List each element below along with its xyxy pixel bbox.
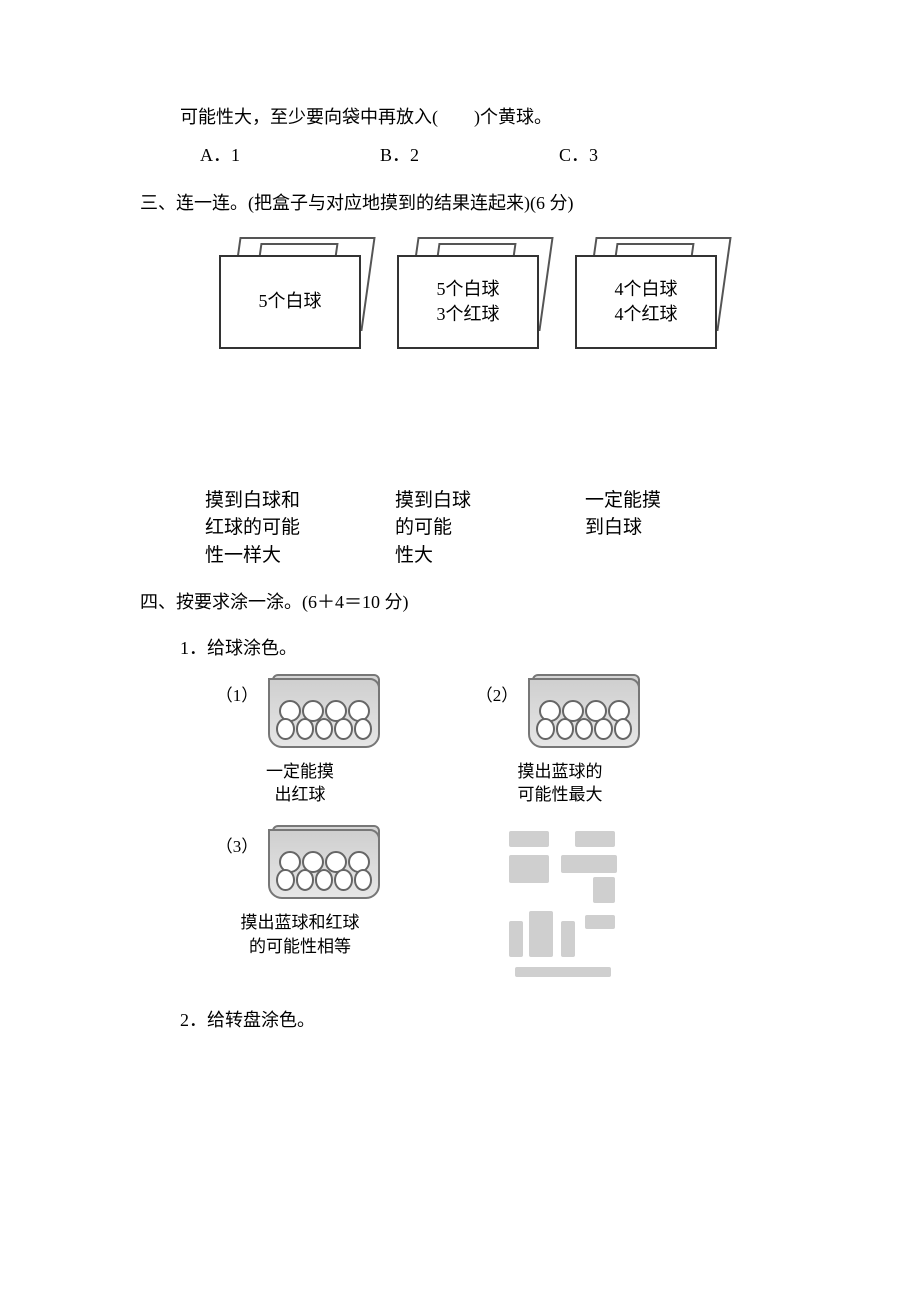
- watermark-block: [430, 825, 690, 985]
- result-2-l1: 摸到白球: [395, 487, 545, 515]
- box-1-line-1: 5个白球: [259, 289, 322, 313]
- results-row: 摸到白球和 红球的可能 性一样大 摸到白球 的可能 性大 一定能摸 到白球: [140, 487, 800, 570]
- section-3-title: 三、连一连。(把盒子与对应地摸到的结果连起来)(6 分): [140, 186, 800, 220]
- bag-1: [264, 674, 384, 752]
- result-3: 一定能摸 到白球: [585, 487, 735, 570]
- options-row: A．1 B．2 C．3: [200, 138, 800, 172]
- box-1: 5个白球: [217, 237, 367, 347]
- q4-2: 2．给转盘涂色。: [180, 1003, 800, 1037]
- result-2-l3: 性大: [395, 542, 545, 570]
- cap-2-l1: 摸出蓝球的: [518, 760, 603, 784]
- option-c: C．3: [559, 138, 598, 172]
- bag-3: [264, 825, 384, 903]
- subitems-wrap: （1） 一定能摸 出红球 （2）: [170, 674, 800, 1004]
- boxes-row: 5个白球 5个白球 3个红球 4个白球 4个红球: [140, 237, 800, 347]
- watermark-icon: [499, 825, 629, 985]
- result-2: 摸到白球 的可能 性大: [395, 487, 545, 570]
- subnum-1: （1）: [216, 680, 259, 712]
- bag-2: [524, 674, 644, 752]
- cap-3-l2: 的可能性相等: [241, 935, 360, 959]
- result-3-l1: 一定能摸: [585, 487, 735, 515]
- subnum-3: （3）: [216, 831, 259, 863]
- cap-1-l2: 出红球: [266, 783, 334, 807]
- q4-1: 1．给球涂色。: [180, 631, 800, 665]
- result-1: 摸到白球和 红球的可能 性一样大: [205, 487, 355, 570]
- cap-1-l1: 一定能摸: [266, 760, 334, 784]
- section-4-title: 四、按要求涂一涂。(6＋4＝10 分): [140, 585, 800, 619]
- cap-2-l2: 可能性最大: [518, 783, 603, 807]
- option-a: A．1: [200, 138, 240, 172]
- box-2: 5个白球 3个红球: [395, 237, 545, 347]
- result-1-l2: 红球的可能: [205, 514, 355, 542]
- box-3: 4个白球 4个红球: [573, 237, 723, 347]
- cap-3-l1: 摸出蓝球和红球: [241, 911, 360, 935]
- box-3-line-1: 4个白球: [615, 277, 678, 301]
- subitem-1: （1） 一定能摸 出红球: [170, 674, 430, 808]
- subnum-2: （2）: [476, 680, 519, 712]
- box-3-line-2: 4个红球: [615, 302, 678, 326]
- result-3-l2: 到白球: [585, 514, 735, 542]
- box-2-line-1: 5个白球: [437, 277, 500, 301]
- result-2-l2: 的可能: [395, 514, 545, 542]
- result-1-l3: 性一样大: [205, 542, 355, 570]
- subitem-2: （2） 摸出蓝球的 可能性最大: [430, 674, 690, 808]
- result-1-l1: 摸到白球和: [205, 487, 355, 515]
- box-2-line-2: 3个红球: [437, 302, 500, 326]
- option-b: B．2: [380, 138, 419, 172]
- question-text-continued: 可能性大，至少要向袋中再放入( )个黄球。: [180, 100, 800, 134]
- subitem-3: （3） 摸出蓝球和红球 的可能性相等: [170, 825, 430, 985]
